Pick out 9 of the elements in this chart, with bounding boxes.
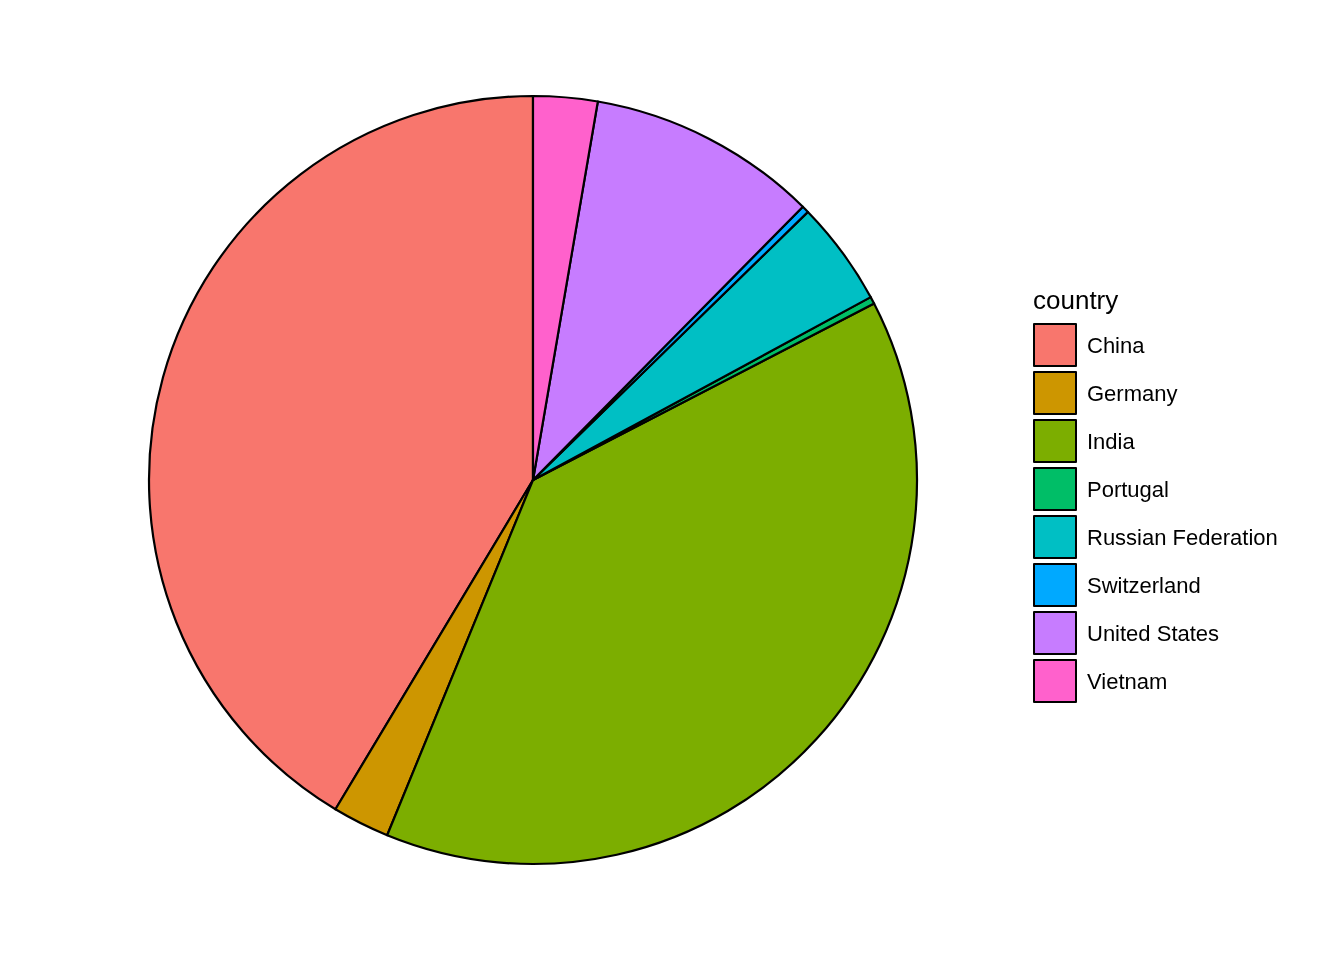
legend-label: Vietnam xyxy=(1087,668,1168,694)
legend-label: United States xyxy=(1087,620,1220,646)
legend-label: Portugal xyxy=(1087,476,1169,502)
legend-label: India xyxy=(1087,428,1136,454)
legend-label: Switzerland xyxy=(1087,572,1201,598)
legend-label: Russian Federation xyxy=(1087,524,1278,550)
legend-label: Germany xyxy=(1087,380,1178,406)
legend-label: China xyxy=(1087,332,1146,358)
legend-title: country xyxy=(1033,285,1119,315)
